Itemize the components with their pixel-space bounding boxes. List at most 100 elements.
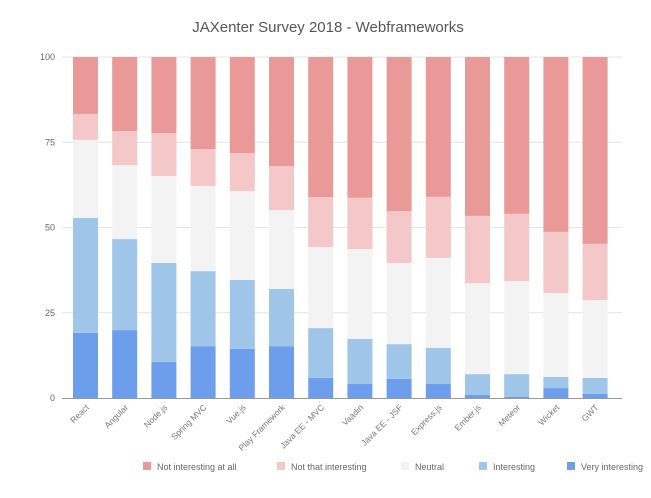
bar-segment-not-interesting-at-all	[269, 57, 294, 167]
x-tick-label: React	[68, 402, 91, 425]
bar-stack	[151, 57, 177, 398]
x-tick-label: Vue.js	[224, 402, 248, 426]
legend-label: Very interesting	[581, 462, 643, 472]
x-tick-label: Express.js	[409, 402, 444, 437]
bar-segment-very-interesting	[543, 388, 569, 398]
bar-segment-interesting	[269, 288, 294, 347]
legend-swatch	[401, 462, 409, 470]
bar-segment-very-interesting	[347, 384, 373, 398]
bar-segment-interesting	[229, 280, 255, 349]
bar-segment-very-interesting	[425, 384, 451, 398]
x-tick-label: Ember.js	[452, 402, 482, 432]
legend-swatch	[479, 462, 487, 470]
bar-segment-very-interesting	[229, 348, 255, 398]
chart-title: JAXenter Survey 2018 - Webframeworks	[192, 19, 464, 36]
bar-segment-neutral	[425, 257, 451, 348]
bar-segment-not-that-interesting	[151, 133, 177, 177]
bar-segment-neutral	[269, 210, 294, 289]
bar-segment-not-interesting-at-all	[465, 57, 490, 216]
bar-segment-not-that-interesting	[112, 130, 138, 166]
bar-stack	[543, 57, 569, 398]
x-tick-label: Vaadin	[340, 402, 366, 428]
bar-stack	[386, 57, 412, 398]
bar-segment-not-interesting-at-all	[347, 57, 373, 198]
bar-segment-interesting	[386, 344, 412, 379]
bar-stack	[190, 57, 216, 398]
bar-stack	[229, 57, 255, 398]
bar-segment-interesting	[347, 339, 373, 385]
legend-swatch	[567, 462, 575, 470]
gridlines	[62, 56, 622, 314]
bar-segment-interesting	[425, 347, 451, 385]
bar-segment-interesting	[151, 262, 177, 362]
bar-segment-not-that-interesting	[582, 243, 608, 301]
bar-segment-not-that-interesting	[543, 231, 569, 293]
bar-stack	[504, 57, 530, 398]
x-tick-label: Node.js	[142, 402, 169, 429]
bar-segment-very-interesting	[190, 346, 216, 398]
bar-segment-not-interesting-at-all	[543, 57, 569, 232]
y-tick-label: 0	[50, 393, 55, 403]
x-tick-label: Meteor	[496, 402, 522, 428]
bar-segment-neutral	[308, 246, 334, 329]
x-tick-label: Spring MVC	[169, 402, 208, 441]
x-axis-ticks: React Angular Node.js Spring MVC Vue.jsPlay …	[68, 402, 600, 453]
bar-segment-neutral	[504, 281, 530, 375]
bar-segment-very-interesting	[73, 332, 98, 398]
bar-stack	[347, 57, 373, 398]
y-axis-ticks: 0 25 50 75 100	[40, 52, 55, 403]
bar-segment-very-interesting	[465, 394, 490, 398]
x-tick-label: Java EE - JSF	[359, 402, 404, 447]
bar-segment-not-that-interesting	[504, 213, 530, 282]
y-tick-label: 25	[45, 308, 55, 318]
bar-segment-interesting	[308, 328, 334, 378]
legend-swatch	[277, 462, 285, 470]
bar-segment-interesting	[190, 271, 216, 347]
bar-stack	[308, 57, 334, 398]
bar-segment-neutral	[386, 262, 412, 345]
bar-segment-not-interesting-at-all	[308, 57, 334, 198]
bar-segment-not-that-interesting	[190, 149, 216, 186]
bar-segment-not-interesting-at-all	[190, 57, 216, 150]
legend-label: Neutral	[415, 462, 444, 472]
legend-item: Not that interesting	[277, 462, 367, 472]
bar-segment-not-interesting-at-all	[425, 57, 451, 197]
bar-segment-neutral	[582, 300, 608, 378]
bar-segment-neutral	[543, 292, 569, 377]
bar-segment-interesting	[465, 374, 490, 395]
bar-segment-neutral	[347, 248, 373, 340]
y-tick-label: 100	[40, 52, 55, 62]
bar-segment-neutral	[112, 165, 138, 240]
bar-segment-interesting	[504, 374, 530, 397]
legend-item: Interesting	[479, 462, 535, 472]
legend-item: Very interesting	[567, 462, 643, 472]
bar-segment-not-interesting-at-all	[151, 57, 177, 134]
bar-segment-interesting	[73, 217, 98, 333]
bar-segment-very-interesting	[386, 378, 412, 398]
x-tick-label: Angular	[102, 402, 130, 430]
bar-segment-interesting	[582, 377, 608, 394]
bar-segment-neutral	[190, 185, 216, 272]
bar-segment-neutral	[229, 191, 255, 281]
bar-segment-very-interesting	[269, 346, 294, 398]
legend-item: Neutral	[401, 462, 444, 472]
legend-label: Not interesting at all	[157, 462, 237, 472]
bar-segment-not-that-interesting	[229, 153, 255, 192]
bar-segment-interesting	[543, 376, 569, 389]
bar-stack	[425, 57, 451, 398]
bar-stack	[582, 57, 608, 398]
bar-segment-not-that-interesting	[308, 197, 334, 247]
bar-segment-not-interesting-at-all	[504, 57, 530, 214]
x-tick-label: Wicket	[536, 402, 562, 428]
y-tick-label: 50	[45, 223, 55, 233]
bar-segment-not-interesting-at-all	[112, 57, 138, 131]
bar-segment-very-interesting	[151, 361, 177, 398]
bar-segment-neutral	[151, 176, 177, 263]
legend-item: Not interesting at all	[143, 462, 237, 472]
bar-segment-very-interesting	[504, 396, 530, 398]
legend-label: Interesting	[493, 462, 535, 472]
bar-segment-not-that-interesting	[347, 197, 373, 249]
bar-segment-not-interesting-at-all	[229, 57, 255, 154]
bar-segment-interesting	[112, 239, 138, 331]
